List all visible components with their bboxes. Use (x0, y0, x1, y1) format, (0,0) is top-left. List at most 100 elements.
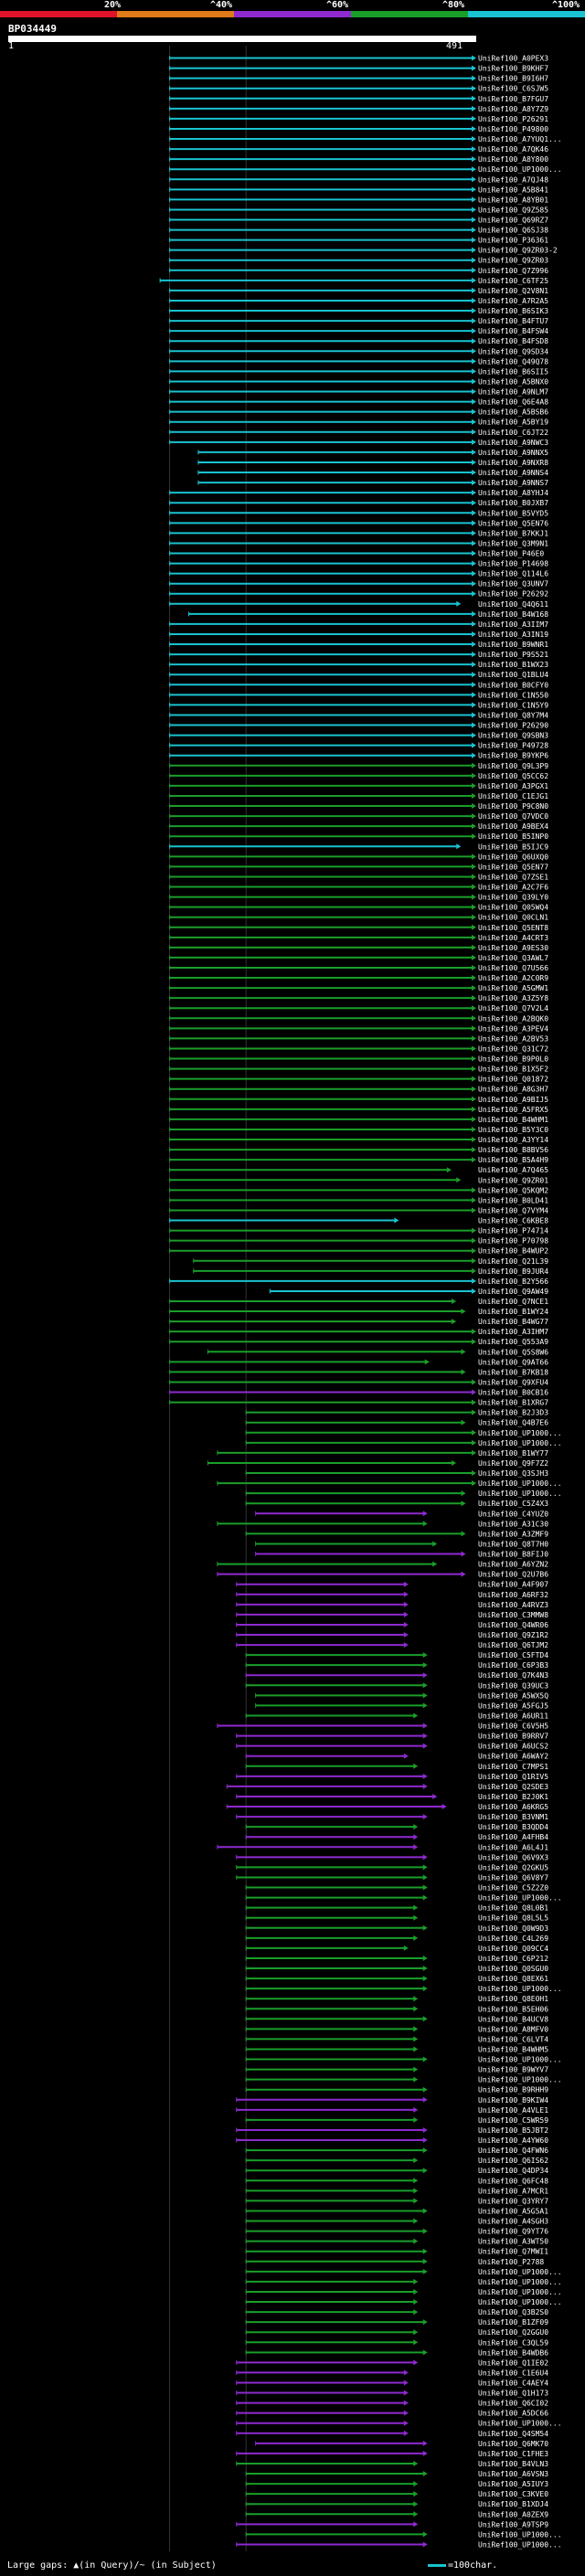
hit-label[interactable]: UniRef100_UP1000... (478, 1439, 562, 1447)
hit-label[interactable]: UniRef100_Q2V8N1 (478, 287, 548, 295)
hit-row[interactable]: UniRef100_UP1000... (245, 2268, 562, 2276)
hit-row[interactable]: UniRef100_B4FSD8 (169, 337, 549, 345)
hit-label[interactable]: UniRef100_Q9SD34 (478, 347, 548, 355)
hit-row[interactable]: UniRef100_UP1000... (245, 1894, 562, 1903)
hit-label[interactable]: UniRef100_A8Y800 (478, 155, 548, 164)
hit-label[interactable]: UniRef100_Q1H173 (478, 2390, 548, 2398)
hit-label[interactable]: UniRef100_Q114L6 (478, 570, 548, 578)
hit-label[interactable]: UniRef100_P2788 (478, 2258, 544, 2266)
hit-row[interactable]: UniRef100_A6RF32 (236, 1591, 549, 1599)
hit-label[interactable]: UniRef100_P9S521 (478, 651, 548, 659)
hit-row[interactable]: UniRef100_A9TSP9 (236, 2520, 549, 2528)
hit-label[interactable]: UniRef100_A9NLM7 (478, 388, 548, 397)
hit-row[interactable]: UniRef100_Q114L6 (169, 570, 549, 578)
hit-row[interactable]: UniRef100_P14698 (169, 560, 549, 568)
hit-label[interactable]: UniRef100_A2BQK0 (478, 1014, 548, 1023)
hit-label[interactable]: UniRef100_UP1000... (478, 1479, 562, 1488)
hit-label[interactable]: UniRef100_B5VYD5 (478, 509, 548, 517)
hit-row[interactable]: UniRef100_Q0CLN1 (169, 914, 549, 922)
hit-row[interactable]: UniRef100_Q7U566 (169, 964, 549, 972)
hit-label[interactable]: UniRef100_B9KIW4 (478, 2096, 548, 2104)
hit-row[interactable]: UniRef100_B9I6H7 (169, 75, 549, 83)
hit-label[interactable]: UniRef100_P49728 (478, 742, 548, 750)
hit-row[interactable]: UniRef100_Q4FWN6 (245, 2147, 548, 2155)
hit-row[interactable]: UniRef100_B4FSW4 (169, 327, 549, 335)
hit-label[interactable]: UniRef100_Q4Q611 (478, 600, 548, 609)
hit-row[interactable]: UniRef100_C1EJG1 (169, 792, 549, 800)
hit-label[interactable]: UniRef100_A3ZMF9 (478, 1530, 548, 1538)
hit-row[interactable]: UniRef100_C5WR59 (245, 2116, 548, 2125)
hit-label[interactable]: UniRef100_Q6TJM2 (478, 1641, 548, 1649)
hit-row[interactable]: UniRef100_Q5ENT8 (169, 924, 549, 932)
hit-label[interactable]: UniRef100_C1EJG1 (478, 792, 548, 800)
hit-label[interactable]: UniRef100_A2C7F6 (478, 884, 548, 892)
hit-label[interactable]: UniRef100_A8G3H7 (478, 1086, 548, 1094)
hit-row[interactable]: UniRef100_B1WX23 (169, 661, 549, 669)
hit-label[interactable]: UniRef100_UP1000... (478, 1429, 562, 1437)
hit-label[interactable]: UniRef100_Q2GKU5 (478, 1863, 548, 1871)
hit-label[interactable]: UniRef100_A5DC66 (478, 2410, 548, 2418)
hit-label[interactable]: UniRef100_B1XDJ4 (478, 2500, 548, 2508)
hit-label[interactable]: UniRef100_A0PEX3 (478, 55, 548, 63)
hit-row[interactable]: UniRef100_Q1BLU4 (169, 671, 549, 679)
hit-label[interactable]: UniRef100_Q3M9N1 (478, 539, 548, 547)
hit-label[interactable]: UniRef100_B0CFY0 (478, 681, 548, 689)
hit-label[interactable]: UniRef100_P9C8N0 (478, 802, 548, 811)
hit-label[interactable]: UniRef100_Q5S8W6 (478, 1348, 548, 1356)
hit-label[interactable]: UniRef100_Q7Z996 (478, 267, 548, 275)
hit-row[interactable]: UniRef100_Q7V2L4 (169, 1004, 549, 1012)
hit-row[interactable]: UniRef100_B4WHM1 (169, 1116, 549, 1124)
hit-row[interactable]: UniRef100_Q2U7B6 (217, 1571, 548, 1579)
hit-label[interactable]: UniRef100_B5INP0 (478, 832, 548, 841)
hit-row[interactable]: UniRef100_A3IIM7 (169, 620, 549, 629)
hit-row[interactable]: UniRef100_A5FRX5 (169, 1106, 549, 1114)
hit-label[interactable]: UniRef100_B9JUR4 (478, 1267, 548, 1276)
hit-row[interactable]: UniRef100_P70798 (169, 1237, 549, 1246)
hit-label[interactable]: UniRef100_B9WYV7 (478, 2066, 548, 2074)
hit-row[interactable]: UniRef100_A3IHM7 (169, 1328, 549, 1336)
hit-label[interactable]: UniRef100_UP1000... (478, 2268, 562, 2276)
hit-row[interactable]: UniRef100_UP1000... (217, 1479, 562, 1488)
hit-label[interactable]: UniRef100_B4FSW4 (478, 327, 548, 335)
hit-row[interactable]: UniRef100_Q6V9X3 (236, 1853, 549, 1861)
hit-label[interactable]: UniRef100_P14698 (478, 560, 548, 568)
hit-row[interactable]: UniRef100_UP1000... (245, 1439, 562, 1447)
hit-row[interactable]: UniRef100_P36361 (169, 237, 549, 245)
hit-row[interactable]: UniRef100_Q8T7H0 (255, 1540, 549, 1548)
hit-row[interactable]: UniRef100_A8G3H7 (169, 1086, 549, 1094)
hit-row[interactable]: UniRef100_C1E6U4 (236, 2369, 549, 2377)
hit-label[interactable]: UniRef100_P46E0 (478, 550, 544, 558)
hit-label[interactable]: UniRef100_A8MFV0 (478, 2025, 548, 2033)
hit-row[interactable]: UniRef100_Q9SBN3 (169, 732, 549, 740)
hit-label[interactable]: UniRef100_A6VSN3 (478, 2470, 548, 2478)
hit-label[interactable]: UniRef100_Q4SM54 (478, 2430, 548, 2438)
hit-row[interactable]: UniRef100_Q1H173 (236, 2390, 549, 2398)
hit-label[interactable]: UniRef100_B9RHH9 (478, 2086, 548, 2094)
hit-label[interactable]: UniRef100_A9NXR8 (478, 459, 548, 467)
hit-row[interactable]: UniRef100_A9BIJ5 (169, 1096, 549, 1104)
hit-label[interactable]: UniRef100_UP1000... (478, 2076, 562, 2084)
hit-label[interactable]: UniRef100_Q39LY0 (478, 894, 548, 902)
hit-label[interactable]: UniRef100_B4WG77 (478, 1318, 548, 1326)
hit-row[interactable]: UniRef100_Q9F7Z2 (207, 1459, 548, 1468)
hit-label[interactable]: UniRef100_B0LD41 (478, 1196, 548, 1204)
hit-row[interactable]: UniRef100_B5INP0 (169, 832, 549, 841)
hit-label[interactable]: UniRef100_A5BSB6 (478, 408, 548, 417)
hit-row[interactable]: UniRef100_Q6MK70 (255, 2440, 549, 2448)
hit-label[interactable]: UniRef100_B2J3D3 (478, 1409, 548, 1417)
hit-label[interactable]: UniRef100_C6TF25 (478, 277, 548, 285)
hit-row[interactable]: UniRef100_A0ZEX9 (245, 2510, 548, 2518)
hit-row[interactable]: UniRef100_Q9AW49 (269, 1288, 548, 1296)
hit-row[interactable]: UniRef100_A3WT50 (245, 2238, 548, 2246)
hit-label[interactable]: UniRef100_B4W168 (478, 610, 548, 619)
hit-row[interactable]: UniRef100_Q4DP34 (245, 2167, 548, 2175)
hit-label[interactable]: UniRef100_A5BNX0 (478, 377, 548, 386)
hit-label[interactable]: UniRef100_A8YHJ4 (478, 489, 548, 497)
hit-label[interactable]: UniRef100_Q3YRY7 (478, 2197, 548, 2205)
hit-row[interactable]: UniRef100_C5Z4X3 (245, 1500, 548, 1508)
hit-label[interactable]: UniRef100_Q9ZR03-2 (478, 247, 558, 255)
hit-row[interactable]: UniRef100_Q2SDE3 (226, 1783, 548, 1791)
hit-row[interactable]: UniRef100_A7R2A5 (169, 297, 549, 305)
hit-label[interactable]: UniRef100_A5FRX5 (478, 1106, 548, 1114)
hit-row[interactable]: UniRef100_A7QK46 (169, 145, 549, 154)
